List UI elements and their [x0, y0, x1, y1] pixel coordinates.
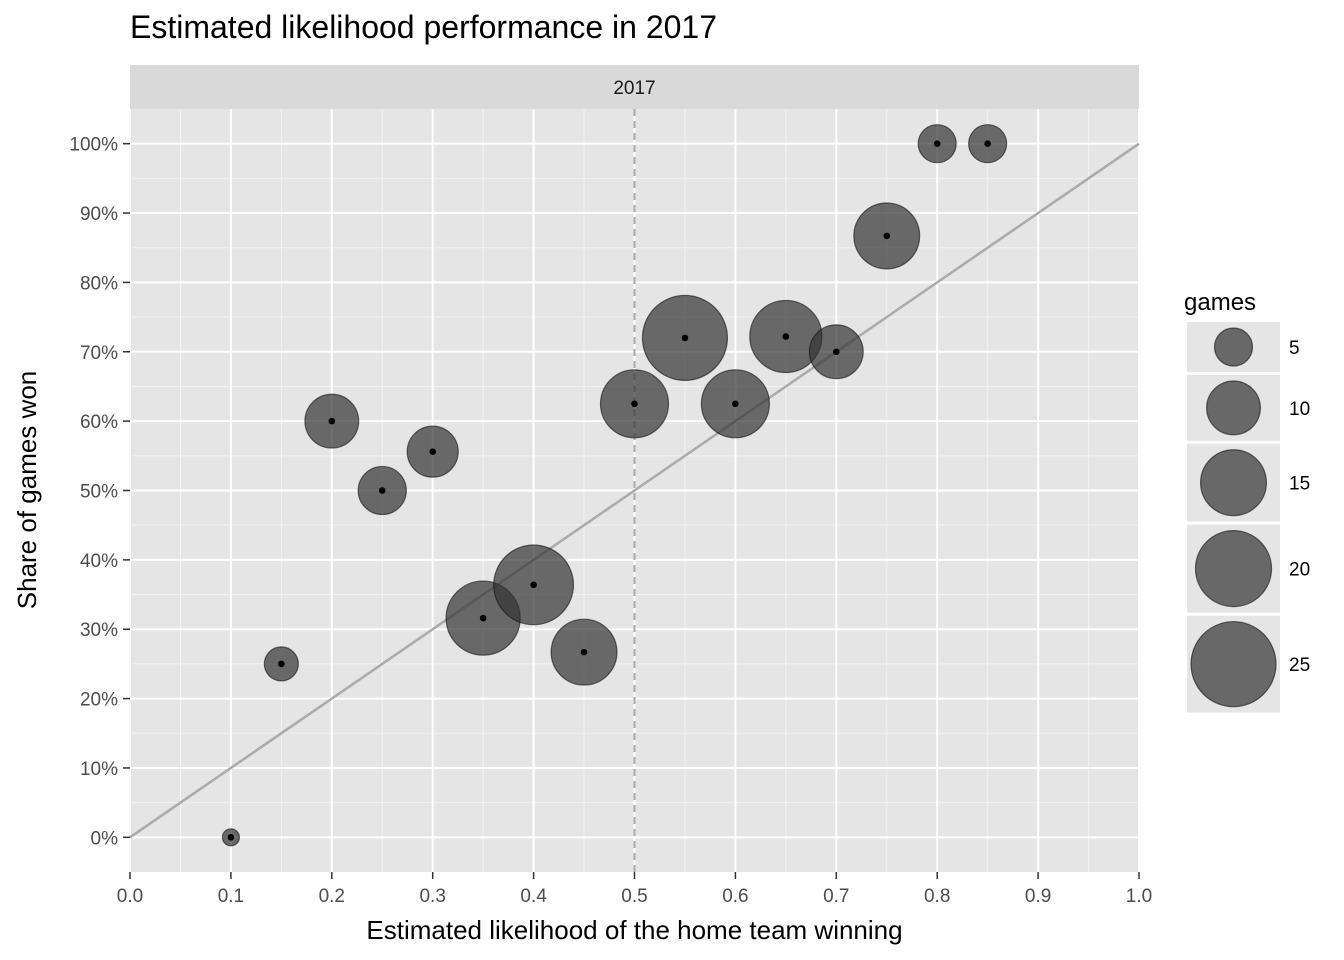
y-tick-label: 0% — [91, 828, 119, 849]
point-center-dot — [631, 400, 638, 408]
legend-keys: 5 10 15 20 25 — [1187, 322, 1310, 713]
legend-label: 5 — [1289, 338, 1300, 359]
y-tick-label: 70% — [80, 343, 118, 364]
data-point — [221, 828, 240, 847]
x-tick-label: 0.1 — [218, 886, 244, 907]
major-gridlines — [129, 109, 1140, 872]
y-tick-label: 60% — [80, 412, 118, 433]
facet-strip-label: 2017 — [613, 78, 655, 99]
legend-bubble — [1199, 449, 1268, 517]
data-point — [493, 544, 575, 626]
data-point — [304, 393, 360, 449]
x-tick-label: 0.5 — [621, 886, 647, 907]
point-center-dot — [530, 581, 537, 589]
legend-key: 5 — [1187, 322, 1300, 373]
point-center-dot — [883, 232, 891, 240]
data-point — [968, 124, 1008, 164]
point-center-dot — [984, 140, 991, 147]
point-center-dot — [782, 333, 790, 340]
point-center-dot — [479, 614, 487, 622]
y-tick-label: 40% — [80, 551, 118, 572]
data-point — [749, 299, 823, 374]
y-tick-label: 100% — [69, 135, 118, 156]
legend-label: 15 — [1289, 474, 1310, 495]
x-tick-label: 1.0 — [1126, 886, 1152, 907]
y-tick-label: 90% — [80, 204, 118, 225]
point-center-dot — [681, 334, 689, 342]
legend-label: 25 — [1289, 655, 1310, 676]
point-center-dot — [378, 487, 386, 494]
x-axis: 0.0 0.1 0.2 0.3 0.4 0.5 0.6 0.7 0.8 0.9 1.0 — [117, 872, 1152, 907]
x-tick-label: 0.8 — [924, 886, 950, 907]
x-tick-label: 0.4 — [520, 886, 547, 907]
point-center-dot — [833, 348, 840, 356]
y-tick-label: 80% — [80, 273, 118, 294]
point-center-dot — [429, 448, 437, 455]
data-point — [550, 618, 618, 686]
legend-bubble — [1194, 530, 1273, 608]
legend-key: 20 — [1187, 524, 1310, 613]
point-center-dot — [933, 140, 941, 147]
data-point — [599, 369, 670, 439]
point-center-dot — [278, 660, 285, 668]
point-center-dot — [328, 417, 336, 425]
legend-title: games — [1184, 289, 1256, 316]
data-point — [808, 324, 864, 380]
data-point — [263, 646, 299, 682]
x-tick-label: 0.9 — [1025, 886, 1051, 907]
x-tick-label: 0.2 — [319, 886, 345, 907]
legend-bubble — [1190, 621, 1277, 708]
y-tick-label: 10% — [80, 759, 118, 780]
legend-bubble — [1206, 380, 1261, 436]
y-tick-label: 20% — [80, 690, 118, 711]
chart-title: Estimated likelihood performance in 2017 — [130, 9, 717, 45]
y-axis-title: Share of games won — [12, 371, 42, 609]
y-axis: 0% 10% 20% 30% 40% 50% 60% 70% 80% 90% 100% — [69, 135, 130, 849]
identity-reference-line — [129, 142, 1140, 839]
legend-bubble — [1213, 327, 1254, 367]
y-tick-label: 50% — [80, 482, 118, 503]
point-center-dot — [732, 400, 739, 408]
x-tick-label: 0.3 — [419, 886, 445, 907]
x-tick-label: 0.6 — [722, 886, 748, 907]
data-point — [357, 465, 407, 516]
legend-key: 15 — [1187, 443, 1310, 522]
legend-key: 10 — [1187, 375, 1310, 441]
legend-key: 25 — [1187, 615, 1310, 713]
data-points — [221, 124, 1008, 847]
data-point — [917, 124, 957, 164]
legend-label: 10 — [1289, 399, 1310, 420]
point-center-dot — [227, 834, 235, 841]
facet-strip — [130, 65, 1139, 109]
data-point — [641, 294, 729, 381]
x-tick-label: 0.7 — [823, 886, 849, 907]
size-legend: games 5 10 15 20 25 — [1184, 289, 1310, 713]
data-point — [853, 202, 921, 270]
point-center-dot — [580, 648, 588, 656]
data-point — [406, 425, 459, 478]
data-point — [700, 369, 771, 439]
y-tick-label: 30% — [80, 620, 118, 641]
x-axis-title: Estimated likelihood of the home team wi… — [366, 915, 902, 945]
legend-label: 20 — [1289, 560, 1310, 581]
x-tick-label: 0.0 — [117, 886, 143, 907]
